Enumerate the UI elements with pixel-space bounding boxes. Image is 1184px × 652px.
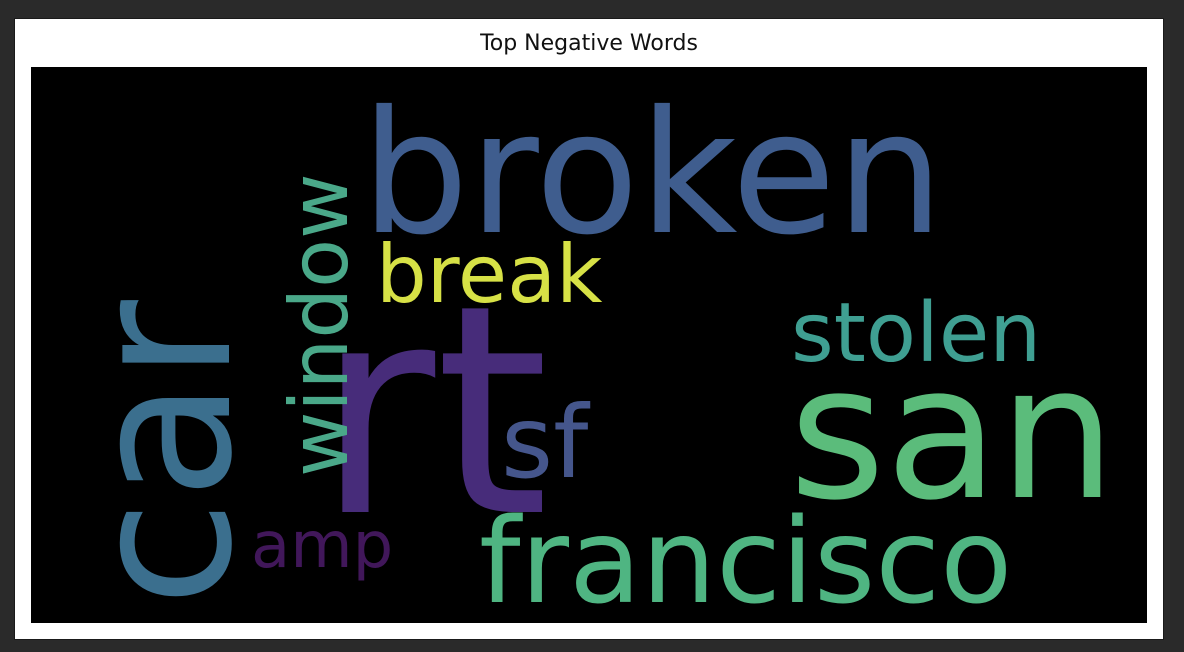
wordcloud-plot-area: rt broken car san francisco stolen window break… (31, 67, 1147, 623)
word-broken: broken (361, 75, 944, 273)
word-break: break (376, 228, 603, 321)
word-san: san (789, 325, 1116, 541)
word-stolen: stolen (791, 286, 1041, 381)
word-rt: rt (316, 244, 549, 581)
word-window: window (273, 173, 366, 477)
figure: Top Negative Words rt broken car san francis… (14, 18, 1164, 640)
wordcloud-background (31, 67, 1147, 623)
word-amp: amp (251, 509, 393, 583)
word-francisco: francisco (479, 492, 1012, 623)
word-sf: sf (501, 384, 591, 501)
word-car: car (48, 299, 275, 607)
chart-title: Top Negative Words (480, 31, 698, 56)
